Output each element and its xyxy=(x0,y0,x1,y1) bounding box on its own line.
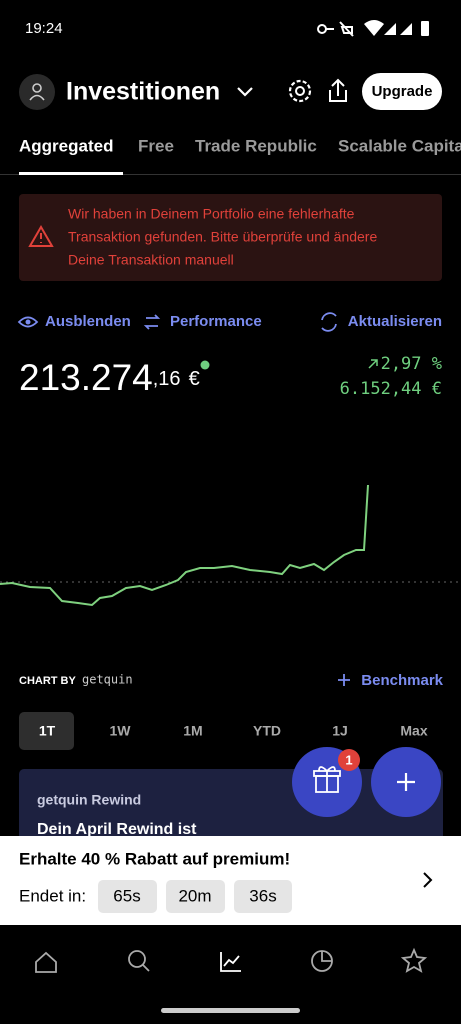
chart-by: CHART BY xyxy=(19,675,76,687)
upgrade-label: Upgrade xyxy=(372,83,433,100)
timer-chip xyxy=(234,880,292,913)
card-title: Dein April Rewind ist xyxy=(37,821,197,838)
change-percent: 2,97 % xyxy=(381,354,442,374)
tab-divider xyxy=(0,174,461,175)
eye-icon xyxy=(17,316,39,328)
promo-chevron[interactable] xyxy=(423,872,433,888)
range-button[interactable]: 1T xyxy=(39,723,56,739)
tab[interactable]: Aggregated xyxy=(19,136,113,155)
change-absolute: 6.152,44 € xyxy=(340,379,442,399)
nav-search[interactable] xyxy=(128,950,150,972)
eye-icon xyxy=(25,319,31,325)
nav-analysis[interactable] xyxy=(311,950,333,972)
bottom-nav xyxy=(0,925,461,1024)
swap-icon xyxy=(143,314,161,330)
add-icon xyxy=(397,773,415,791)
promo-title: Erhalte 40 % Rabatt auf premium! xyxy=(19,849,290,868)
card-label: getquin Rewind xyxy=(37,792,141,808)
performance-action[interactable]: Performance xyxy=(170,313,262,330)
range-button[interactable]: YTD xyxy=(253,723,281,739)
header-title[interactable]: Investitionen xyxy=(66,78,220,106)
avatar-icon xyxy=(29,94,45,101)
chart-provider: getquin xyxy=(82,673,133,687)
nav-watchlist[interactable] xyxy=(400,947,428,973)
nav-portfolio[interactable] xyxy=(220,952,241,972)
timer-chip xyxy=(166,880,225,913)
refresh-action[interactable]: Aktualisieren xyxy=(348,313,442,330)
benchmark-button[interactable]: Benchmark xyxy=(361,672,443,689)
alert-text: Deine Transaktion manuell xyxy=(68,252,234,268)
tab-indicator xyxy=(19,172,123,175)
alert-text: Transaktion gefunden. Bitte überprüfe un… xyxy=(68,229,377,245)
range-button[interactable]: 1M xyxy=(183,723,202,739)
dropdown-chevron[interactable] xyxy=(237,87,253,97)
live-dot xyxy=(200,360,210,370)
plus-icon xyxy=(338,674,350,686)
badge xyxy=(338,749,360,771)
range-selected-bg xyxy=(19,712,74,750)
tab[interactable]: Free xyxy=(138,136,174,155)
performance-line xyxy=(0,484,369,607)
value-currency: € xyxy=(189,368,200,390)
tab[interactable]: Trade Republic xyxy=(195,136,317,155)
promo-ends-label: Endet in: xyxy=(19,886,86,905)
range-button[interactable]: 1J xyxy=(332,723,348,739)
share-button[interactable] xyxy=(329,78,347,102)
gift-icon xyxy=(313,766,341,793)
value-main: 213.274 xyxy=(19,357,153,398)
status-icons xyxy=(317,20,429,37)
up-arrow xyxy=(368,359,378,369)
promo-banner[interactable] xyxy=(0,836,461,925)
home-indicator xyxy=(161,1008,300,1013)
alert-box xyxy=(19,194,442,281)
timer-minutes: 20m xyxy=(178,886,211,905)
alert-text: Wir haben in Deinem Portfolio eine fehle… xyxy=(68,206,355,222)
badge-count: 1 xyxy=(345,752,352,767)
value-decimals: ,16 xyxy=(153,368,181,390)
timer-seconds-2: 36s xyxy=(249,886,276,905)
nav-home[interactable] xyxy=(35,951,57,973)
settings-button[interactable] xyxy=(288,79,312,103)
range-button[interactable]: Max xyxy=(400,723,427,739)
tab[interactable]: Scalable Capital xyxy=(338,136,461,155)
timer-chip xyxy=(98,880,157,913)
upgrade-button[interactable] xyxy=(362,73,442,110)
range-button[interactable]: 1W xyxy=(110,723,132,739)
hide-action[interactable]: Ausblenden xyxy=(45,313,131,330)
timer-seconds: 65s xyxy=(113,886,140,905)
refresh-icon xyxy=(321,312,337,332)
alert-icon xyxy=(28,225,54,247)
portfolio-value: 213.274,16 € xyxy=(19,357,200,398)
avatar-icon xyxy=(32,83,42,93)
status-time: 19:24 xyxy=(25,20,63,37)
